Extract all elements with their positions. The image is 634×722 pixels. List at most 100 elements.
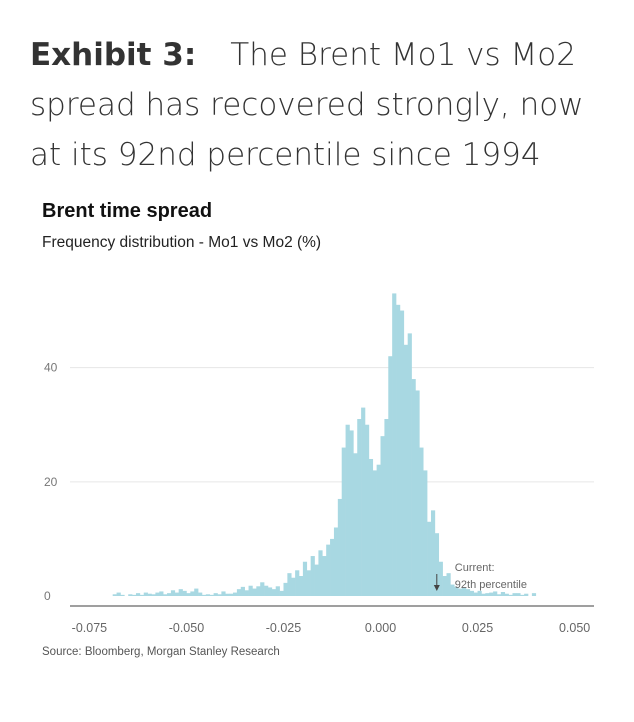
- x-tick-label: 0.025: [462, 621, 493, 635]
- histogram-bar: [151, 594, 156, 596]
- histogram-bar: [283, 582, 288, 596]
- histogram-bar: [256, 586, 261, 596]
- histogram-bar: [271, 589, 277, 596]
- histogram-bar: [376, 464, 381, 596]
- histogram-bar: [337, 498, 343, 596]
- histogram-bar: [240, 586, 245, 596]
- histogram-bar: [516, 593, 521, 596]
- histogram-bar: [267, 587, 273, 596]
- histogram-bar: [120, 594, 125, 596]
- histogram-bar: [411, 379, 416, 596]
- histogram-bar: [330, 538, 335, 596]
- histogram-bar: [186, 593, 191, 596]
- histogram-bar: [299, 576, 304, 596]
- histogram-bar: [333, 527, 339, 596]
- histogram-bar: [458, 588, 463, 596]
- histogram-bar: [209, 594, 214, 596]
- source-note: Source: Bloomberg, Morgan Stanley Resear…: [42, 646, 280, 658]
- histogram-bar: [493, 591, 498, 596]
- histogram-bar: [264, 585, 269, 596]
- histogram-bar: [112, 594, 117, 596]
- histogram-bar: [384, 419, 389, 596]
- histogram-bar: [500, 592, 506, 596]
- annotation-current-label: Current:: [455, 562, 495, 574]
- histogram-bar: [357, 419, 362, 596]
- histogram-bar: [454, 586, 459, 596]
- histogram-bar: [248, 585, 253, 596]
- chart-subtitle: Frequency distribution - Mo1 vs Mo2 (%): [42, 234, 322, 251]
- histogram-bar: [415, 390, 420, 596]
- histogram-bar: [473, 592, 478, 596]
- histogram-bar: [225, 593, 230, 596]
- histogram-bar: [531, 593, 537, 596]
- y-tick-label: 20: [44, 475, 58, 489]
- x-tick-label: -0.025: [266, 621, 301, 635]
- histogram-bar: [279, 590, 284, 596]
- chart-title: Brent time spread: [42, 200, 213, 222]
- histogram-bar: [368, 458, 374, 596]
- histogram-bar: [310, 556, 315, 596]
- histogram-bar: [349, 430, 354, 596]
- histogram-bar: [213, 593, 218, 596]
- histogram-bar: [201, 594, 207, 596]
- histogram-bar: [217, 594, 222, 596]
- exhibit-label: Exhibit 3:: [30, 37, 197, 73]
- histogram-bar: [450, 584, 455, 596]
- histogram-bar: [419, 447, 424, 596]
- histogram-bars: [112, 293, 537, 596]
- histogram-bar: [275, 586, 280, 596]
- histogram-bar: [446, 573, 451, 596]
- histogram-bar: [364, 424, 370, 596]
- histogram-bar: [512, 593, 517, 596]
- histogram-bar: [233, 592, 238, 596]
- histogram-bar: [438, 561, 443, 596]
- grid-lines: 0 20 40: [44, 361, 594, 603]
- histogram-bar: [229, 593, 234, 596]
- histogram-bar: [314, 564, 319, 596]
- exhibit-text: The Brent Mo1 vs Mo2 spread has recovere…: [30, 37, 584, 173]
- x-tick-label: 0.000: [365, 621, 396, 635]
- x-tick-label: -0.075: [72, 621, 107, 635]
- histogram-bar: [345, 424, 350, 596]
- histogram-bar: [380, 436, 385, 596]
- histogram-bar: [147, 593, 152, 596]
- histogram-bar: [244, 590, 249, 596]
- histogram-bar: [407, 333, 412, 596]
- exhibit-caption: Exhibit 3: The Brent Mo1 vs Mo2 spread ha…: [30, 30, 610, 180]
- x-tick-label: -0.050: [169, 621, 204, 635]
- histogram-bar: [143, 592, 148, 596]
- histogram-bar: [260, 582, 265, 596]
- y-tick-label: 0: [44, 589, 51, 603]
- x-tick-label: 0.050: [559, 621, 590, 635]
- histogram-bar: [489, 592, 494, 596]
- histogram-bar: [139, 594, 145, 596]
- histogram-bar: [182, 590, 187, 596]
- histogram-bar: [116, 592, 121, 596]
- histogram-bar: [353, 453, 358, 596]
- histogram-bar: [465, 589, 471, 596]
- histogram-bar: [485, 593, 490, 596]
- histogram-bar: [341, 447, 346, 596]
- histogram-bar: [496, 594, 502, 596]
- y-tick-label: 40: [44, 361, 58, 375]
- histogram-bar: [508, 594, 513, 596]
- histogram-bar: [128, 594, 133, 596]
- histogram-bar: [159, 591, 164, 596]
- histogram-bar: [167, 593, 172, 596]
- histogram-bar: [469, 590, 474, 596]
- histogram-bar: [504, 593, 509, 596]
- histogram-bar: [295, 570, 300, 596]
- histogram-bar: [403, 344, 408, 596]
- histogram-bar: [306, 570, 311, 596]
- histogram-bar: [132, 594, 137, 596]
- histogram-bar: [198, 592, 203, 596]
- histogram-bar: [423, 470, 428, 596]
- histogram-bar: [174, 592, 179, 596]
- histogram-bar: [481, 593, 486, 596]
- histogram-bar: [396, 304, 401, 596]
- histogram-bar: [520, 594, 525, 596]
- histogram-bar: [388, 356, 393, 596]
- histogram-bar: [430, 510, 436, 596]
- histogram-bar: [135, 593, 141, 596]
